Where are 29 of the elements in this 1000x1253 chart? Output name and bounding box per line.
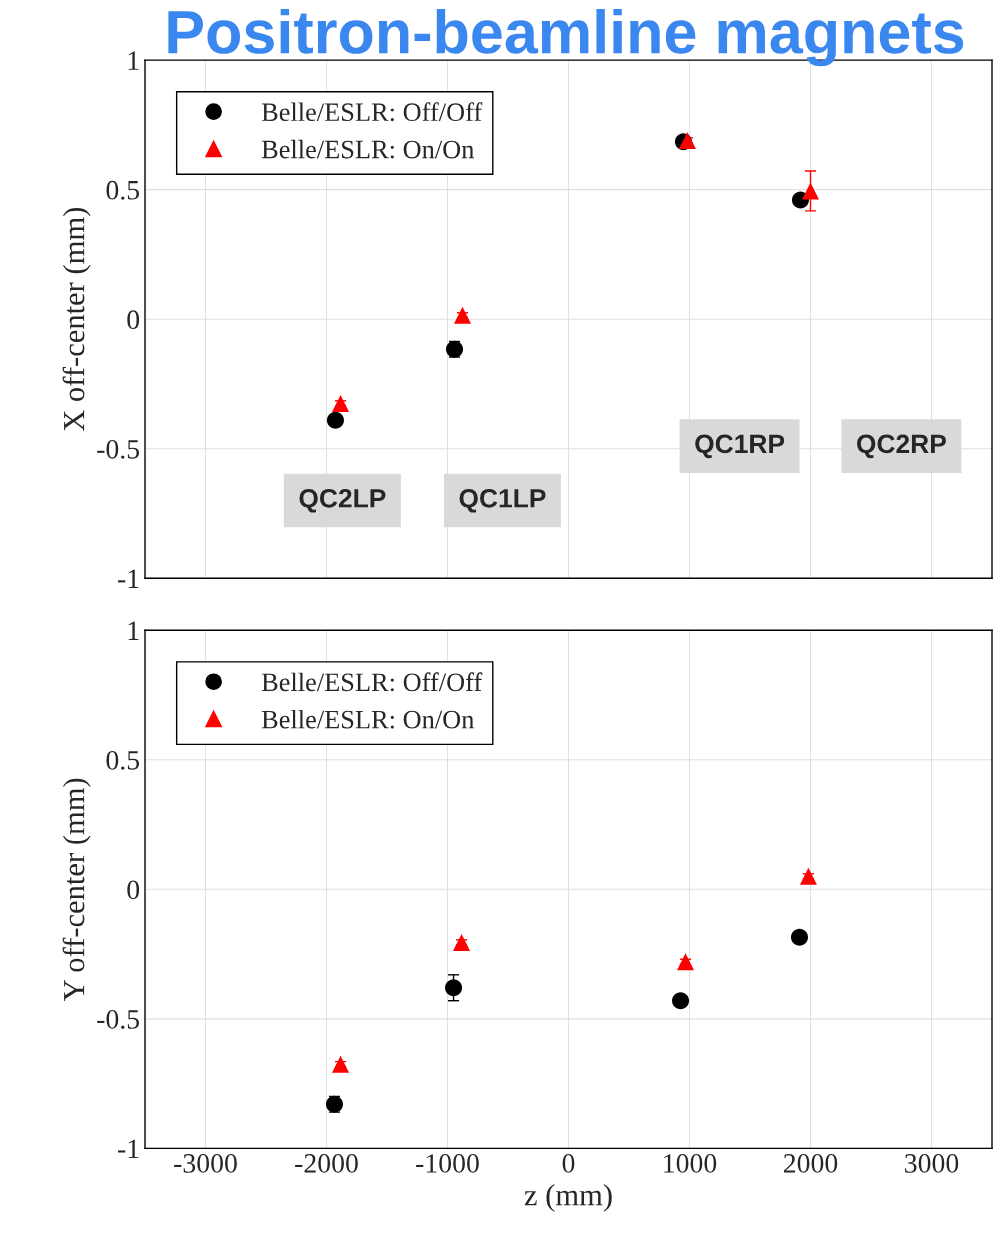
y-tick-label: -0.5 bbox=[97, 1010, 140, 1029]
annotation: QC1LP bbox=[459, 488, 546, 513]
annotation: QC2RP bbox=[857, 434, 946, 459]
y-tick-label: -1 bbox=[118, 569, 139, 588]
x-tick-label: 1000 bbox=[664, 1154, 717, 1173]
legend-label: Belle/ESLR: On/On bbox=[261, 139, 475, 159]
x-tick-label: -2000 bbox=[295, 1154, 358, 1173]
y-axis-title: Y off-center (mm) bbox=[62, 778, 91, 1001]
x-tick-label: 2000 bbox=[783, 1154, 838, 1173]
y-tick-label: 0 bbox=[127, 310, 140, 330]
annotation: QC2LP bbox=[299, 488, 386, 513]
x-tick-label: -1000 bbox=[416, 1154, 479, 1173]
chart-title: Positron-beamline magnets bbox=[168, 8, 964, 67]
legend-label: Belle/ESLR: On/On bbox=[261, 709, 475, 729]
x-tick-label: -3000 bbox=[174, 1154, 237, 1173]
y-tick-label: 0.5 bbox=[106, 180, 140, 200]
legend-label: Belle/ESLR: Off/Off bbox=[261, 672, 483, 692]
y-tick-label: -1 bbox=[118, 1139, 139, 1159]
y-axis-title: X off-center (mm) bbox=[62, 207, 91, 432]
legend-label: Belle/ESLR: Off/Off bbox=[261, 102, 483, 122]
x-axis-title: z (mm) bbox=[524, 1183, 612, 1212]
x-tick-label: 0 bbox=[562, 1154, 575, 1173]
x-tick-label: 3000 bbox=[905, 1154, 959, 1173]
y-tick-label: 0.5 bbox=[106, 750, 140, 770]
y-tick-label: -0.5 bbox=[97, 439, 140, 459]
y-tick-label: 0 bbox=[127, 880, 140, 900]
annotation: QC1RP bbox=[695, 434, 785, 459]
y-tick-label: 1 bbox=[128, 51, 139, 70]
y-tick-label: 1 bbox=[128, 621, 139, 640]
